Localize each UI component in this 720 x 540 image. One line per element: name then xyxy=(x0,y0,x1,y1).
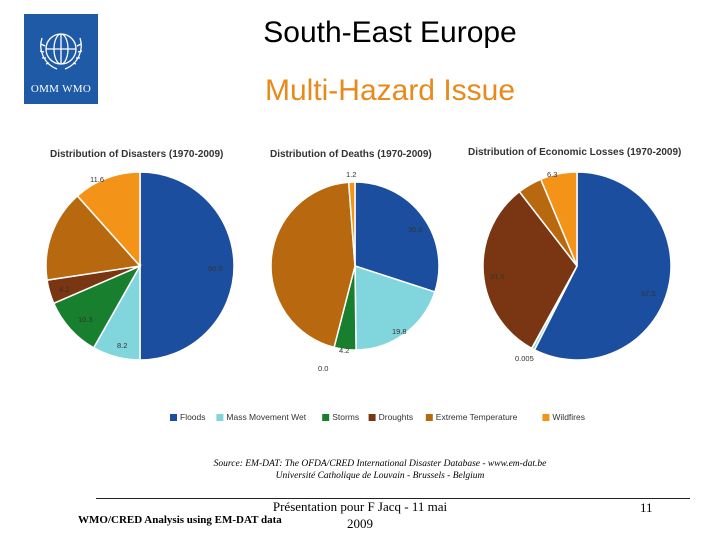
data-label: 4.1 xyxy=(59,285,69,294)
data-label: 30.0 xyxy=(408,225,423,234)
legend-swatch xyxy=(170,414,177,421)
legend-swatch xyxy=(368,414,376,421)
pie-slice xyxy=(482,190,578,350)
data-label: 10.3 xyxy=(78,315,93,324)
pie-charts: Distribution of Disasters (1970-2009) 50.… xyxy=(45,147,681,422)
data-label: 4.2 xyxy=(339,346,349,355)
pie-slice xyxy=(354,264,436,351)
data-label: 1.2 xyxy=(346,170,356,179)
source-line-1: Source: EM-DAT: The OFDA/CRED Internatio… xyxy=(213,459,547,469)
legend-swatch xyxy=(322,414,330,421)
footer-center-line-1: Présentation pour F Jacq - 11 mai xyxy=(272,499,448,514)
legend-label: Floods xyxy=(180,412,206,422)
data-label: 0.0 xyxy=(318,364,328,373)
data-label: 8.2 xyxy=(117,341,127,350)
pie-slice xyxy=(533,171,672,361)
page-title: South-East Europe xyxy=(263,16,517,49)
footer-divider xyxy=(96,498,690,499)
page-number: 11 xyxy=(640,500,653,515)
footer-center-line-2: 2009 xyxy=(347,516,373,531)
legend-label: Extreme Temperature xyxy=(436,412,518,422)
legend-label: Storms xyxy=(332,412,359,422)
footer-credit: WMO/CRED Analysis using EM-DAT data xyxy=(78,514,282,526)
data-label: 31.5 xyxy=(490,272,505,281)
source-line-2: Université Catholique de Louvain - Bruss… xyxy=(275,471,485,481)
pie-slice xyxy=(45,194,142,281)
data-label: 50.0 xyxy=(208,264,223,273)
page-subtitle: Multi-Hazard Issue xyxy=(264,74,516,107)
legend-swatch xyxy=(542,414,550,421)
legend-label: Mass Movement Wet xyxy=(226,412,306,422)
pie-slice xyxy=(76,171,141,268)
legend-label: Wildfires xyxy=(552,412,585,422)
legend-label: Droughts xyxy=(379,412,414,422)
source-note: Source: EM-DAT: The OFDA/CRED Internatio… xyxy=(120,458,640,482)
pie-slice xyxy=(347,181,356,267)
pie-slice xyxy=(354,181,440,293)
footer-presentation: Présentation pour F Jacq - 11 mai 2009 xyxy=(250,498,470,532)
chart-title: Distribution of Economic Losses (1970-20… xyxy=(468,147,681,158)
pie-slice xyxy=(270,181,356,349)
data-label: 0.005 xyxy=(515,354,534,363)
chart-title: Distribution of Disasters (1970-2009) xyxy=(50,149,223,160)
legend-swatch xyxy=(216,414,224,421)
pie-slice xyxy=(139,171,235,361)
data-label: 19.8 xyxy=(392,327,407,336)
logo-text: OMM WMO xyxy=(30,83,92,95)
data-label: 6.3 xyxy=(547,170,557,179)
data-label: 11.6 xyxy=(90,175,104,184)
legend-swatch xyxy=(425,414,433,421)
chart-title: Distribution of Deaths (1970-2009) xyxy=(270,149,432,160)
data-label: 57.5 xyxy=(641,289,656,298)
wmo-logo: OMM WMO xyxy=(24,14,98,104)
pie-slice xyxy=(539,171,578,267)
un-emblem-icon xyxy=(39,33,83,70)
